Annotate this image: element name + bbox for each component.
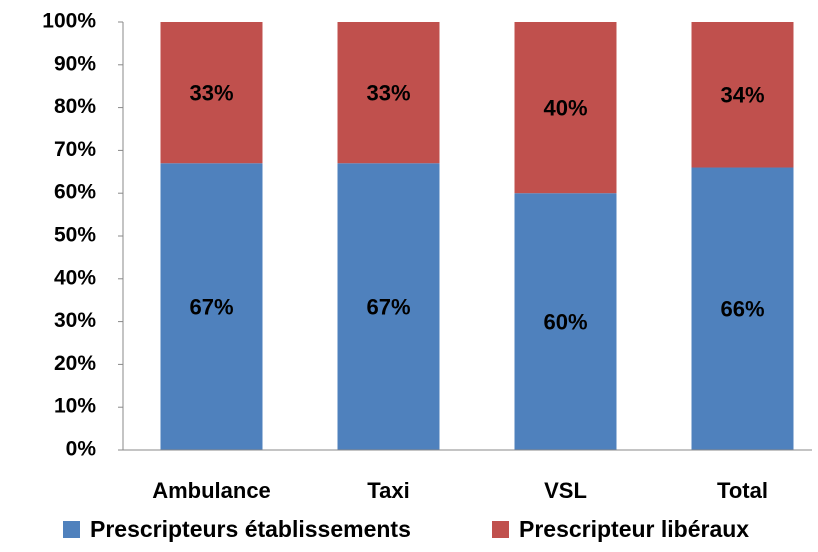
- data-label: 60%: [543, 309, 587, 334]
- x-tick-label: Taxi: [367, 478, 409, 503]
- y-tick-label: 100%: [42, 10, 96, 33]
- legend-label: Prescripteurs établissements: [90, 516, 411, 542]
- data-label: 34%: [720, 83, 764, 108]
- bar-segment: [691, 22, 794, 168]
- data-label: 66%: [720, 297, 764, 322]
- y-tick-label: 80%: [54, 95, 96, 118]
- y-tick-label: 60%: [54, 181, 96, 204]
- legend-swatch: [492, 521, 509, 538]
- y-tick-label: 70%: [54, 138, 96, 161]
- bar-segment: [337, 163, 440, 451]
- data-label: 33%: [366, 80, 410, 105]
- bar-segment: [514, 22, 617, 194]
- bar-segment: [691, 167, 794, 450]
- y-tick-label: 30%: [54, 309, 96, 332]
- legend-swatch: [63, 521, 80, 538]
- bar-segment: [160, 163, 263, 451]
- data-label: 67%: [189, 294, 233, 319]
- x-tick-label: Ambulance: [152, 478, 271, 503]
- data-label: 40%: [543, 95, 587, 120]
- x-tick-label: Total: [717, 478, 768, 503]
- data-label: 33%: [189, 80, 233, 105]
- y-tick-label: 10%: [54, 395, 96, 418]
- y-tick-label: 40%: [54, 266, 96, 289]
- y-tick-label: 0%: [66, 438, 97, 461]
- bar-segment: [160, 22, 263, 164]
- y-tick-label: 90%: [54, 52, 96, 75]
- y-tick-label: 50%: [54, 224, 96, 247]
- x-tick-label: VSL: [544, 478, 587, 503]
- legend-label: Prescripteur libéraux: [519, 516, 749, 542]
- data-label: 67%: [366, 294, 410, 319]
- bar-segment: [514, 193, 617, 450]
- bar-segment: [337, 22, 440, 164]
- y-tick-label: 20%: [54, 352, 96, 375]
